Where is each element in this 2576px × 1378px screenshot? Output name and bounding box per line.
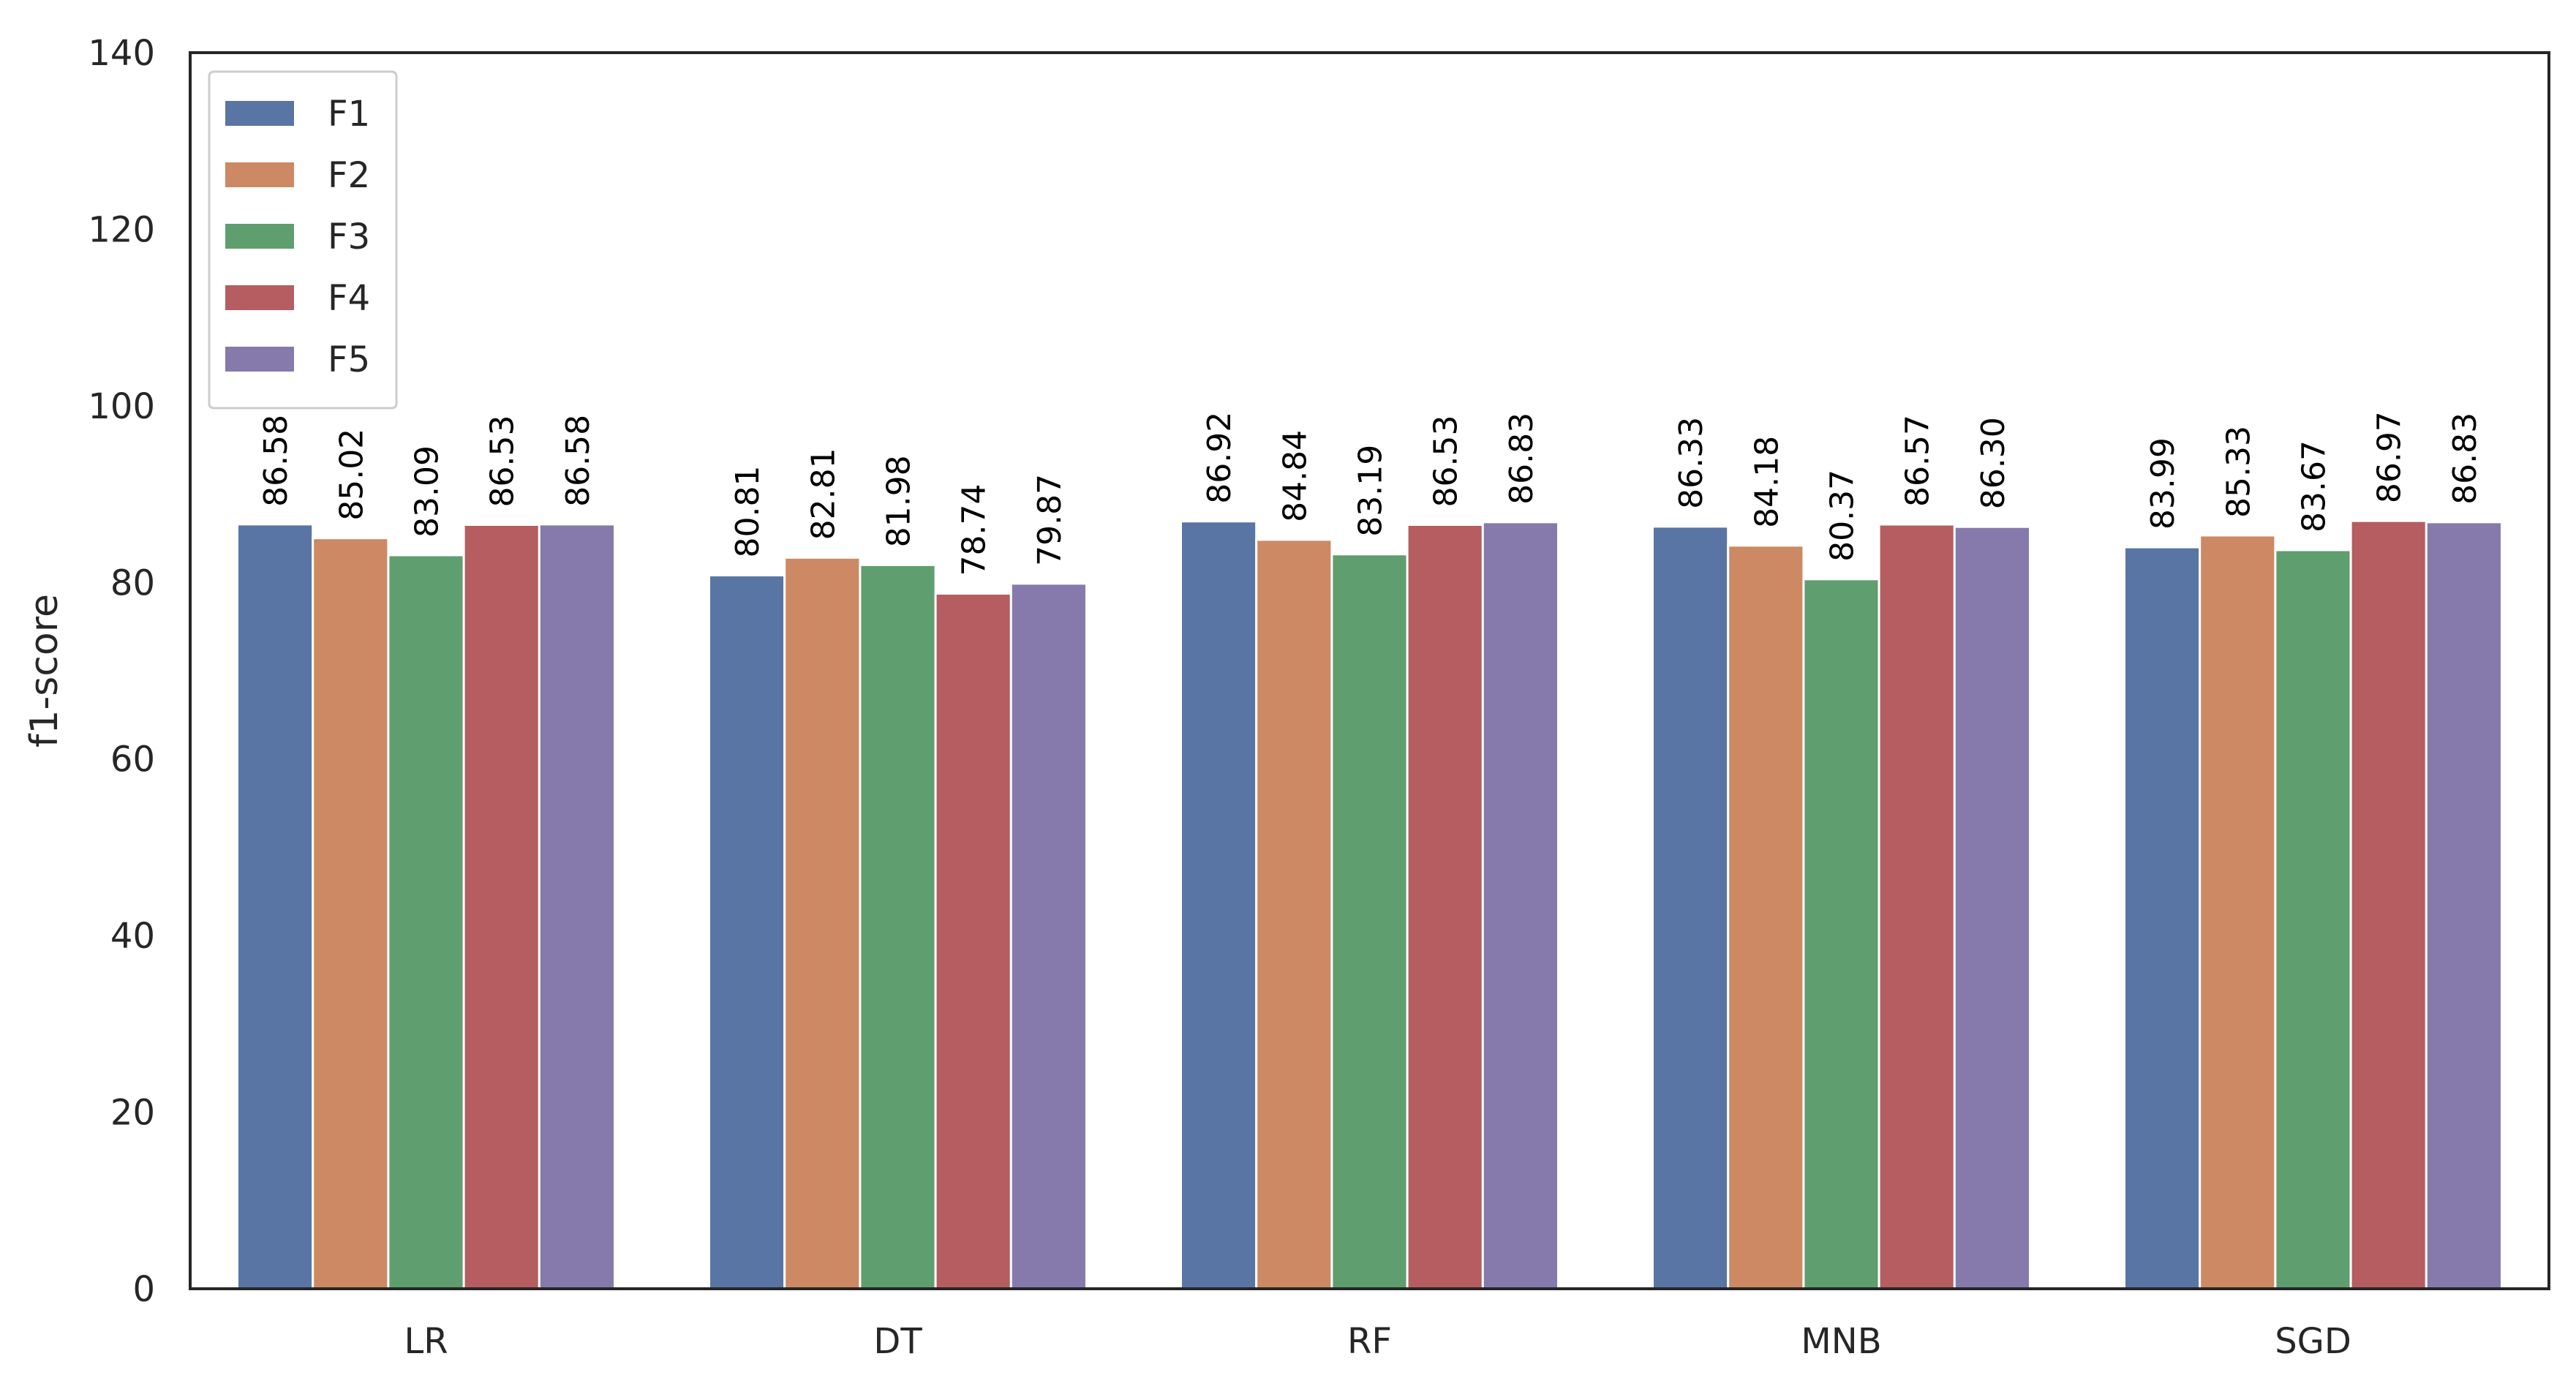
- x-axis: LR DT RF MNB SGD: [404, 1321, 2351, 1362]
- data-label: 86.30: [1975, 417, 2012, 509]
- bar-f3-rf: [1330, 553, 1409, 1290]
- y-tick-label: 20: [110, 1093, 155, 1134]
- bar-f3-sgd: [2274, 549, 2352, 1290]
- y-tick-label: 60: [110, 739, 155, 780]
- bar-f4-rf: [1406, 523, 1484, 1290]
- legend-swatch-f1: [225, 101, 294, 126]
- data-label: 86.58: [257, 415, 295, 507]
- data-label: 86.53: [1428, 415, 1465, 507]
- legend-box: [208, 70, 398, 410]
- bar-f3-dt: [859, 563, 937, 1290]
- legend: F1 F2 F3 F4 F5: [208, 70, 398, 410]
- y-tick-label: 80: [110, 562, 155, 603]
- y-tick-label: 40: [110, 916, 155, 957]
- bar-f2-mnb: [1727, 544, 1805, 1290]
- data-label: 83.19: [1352, 445, 1390, 537]
- data-label: 86.97: [2371, 411, 2409, 503]
- data-label: 86.58: [560, 415, 597, 507]
- bar-f1-sgd: [2123, 546, 2202, 1290]
- data-label: 82.81: [805, 448, 842, 540]
- x-tick-label: RF: [1347, 1321, 1392, 1362]
- legend-label-f3: F3: [328, 217, 370, 257]
- bars-group: [236, 519, 2504, 1290]
- data-label: 85.33: [2220, 426, 2257, 518]
- x-tick-label: DT: [873, 1321, 922, 1362]
- data-label: 86.83: [1503, 413, 1540, 505]
- legend-swatch-f2: [225, 162, 294, 187]
- legend-label-f4: F4: [328, 278, 370, 319]
- x-tick-label: MNB: [1801, 1321, 1881, 1362]
- bar-f2-lr: [312, 537, 390, 1290]
- legend-swatch-f4: [225, 285, 294, 310]
- y-tick-label: 120: [88, 209, 155, 250]
- bar-f1-lr: [236, 523, 315, 1290]
- data-label: 81.98: [881, 455, 918, 547]
- data-label: 84.18: [1748, 436, 1785, 528]
- data-label: 83.67: [2296, 440, 2333, 532]
- y-tick-label: 140: [88, 33, 155, 74]
- legend-label-f1: F1: [328, 94, 370, 135]
- y-axis-title: f1-score: [23, 594, 67, 748]
- bar-f3-lr: [387, 554, 465, 1290]
- data-label: 84.84: [1276, 430, 1314, 522]
- bar-f1-dt: [708, 574, 786, 1290]
- x-tick-label: SGD: [2275, 1321, 2351, 1362]
- data-label: 85.02: [333, 429, 370, 521]
- bar-f1-rf: [1180, 520, 1258, 1290]
- bar-f5-dt: [1009, 582, 1088, 1290]
- bar-f2-rf: [1255, 538, 1333, 1290]
- bar-f5-sgd: [2425, 521, 2504, 1290]
- bar-f1-mnb: [1652, 525, 1730, 1290]
- bar-f5-mnb: [1953, 525, 2032, 1290]
- y-tick-label: 100: [88, 386, 155, 427]
- data-label: 83.99: [2144, 437, 2182, 530]
- data-labels-group: 86.58 80.81 86.92 86.33 83.99 85.02 82.81 84.84…: [257, 411, 2484, 576]
- data-label: 80.81: [729, 466, 767, 558]
- data-label: 86.53: [484, 415, 521, 507]
- bar-f4-sgd: [2349, 519, 2428, 1290]
- data-label: 83.09: [409, 445, 446, 538]
- bar-f4-mnb: [1878, 523, 1956, 1290]
- bar-f2-sgd: [2199, 534, 2277, 1290]
- bar-f4-lr: [462, 523, 541, 1290]
- bar-f2-dt: [783, 556, 862, 1290]
- y-axis: 0 20 40 60 80 100 120 140: [88, 33, 155, 1310]
- x-tick-label: LR: [404, 1321, 448, 1362]
- data-label: 86.92: [1201, 412, 1238, 504]
- bar-f5-rf: [1481, 521, 1560, 1290]
- legend-swatch-f3: [225, 224, 294, 249]
- data-label: 86.57: [1899, 415, 1937, 507]
- bar-f4-dt: [934, 592, 1012, 1290]
- data-label: 78.74: [956, 484, 993, 576]
- plot-frame: [189, 51, 2550, 1290]
- y-tick-label: 0: [132, 1269, 155, 1310]
- legend-label-f2: F2: [328, 155, 370, 196]
- legend-swatch-f5: [225, 347, 294, 372]
- data-label: 86.33: [1673, 417, 1710, 509]
- data-label: 80.37: [1824, 470, 1861, 562]
- bar-f3-mnb: [1802, 578, 1880, 1290]
- bar-f5-lr: [538, 523, 616, 1290]
- data-label: 79.87: [1031, 474, 1069, 566]
- legend-label-f5: F5: [328, 339, 370, 380]
- data-label: 86.83: [2447, 413, 2484, 505]
